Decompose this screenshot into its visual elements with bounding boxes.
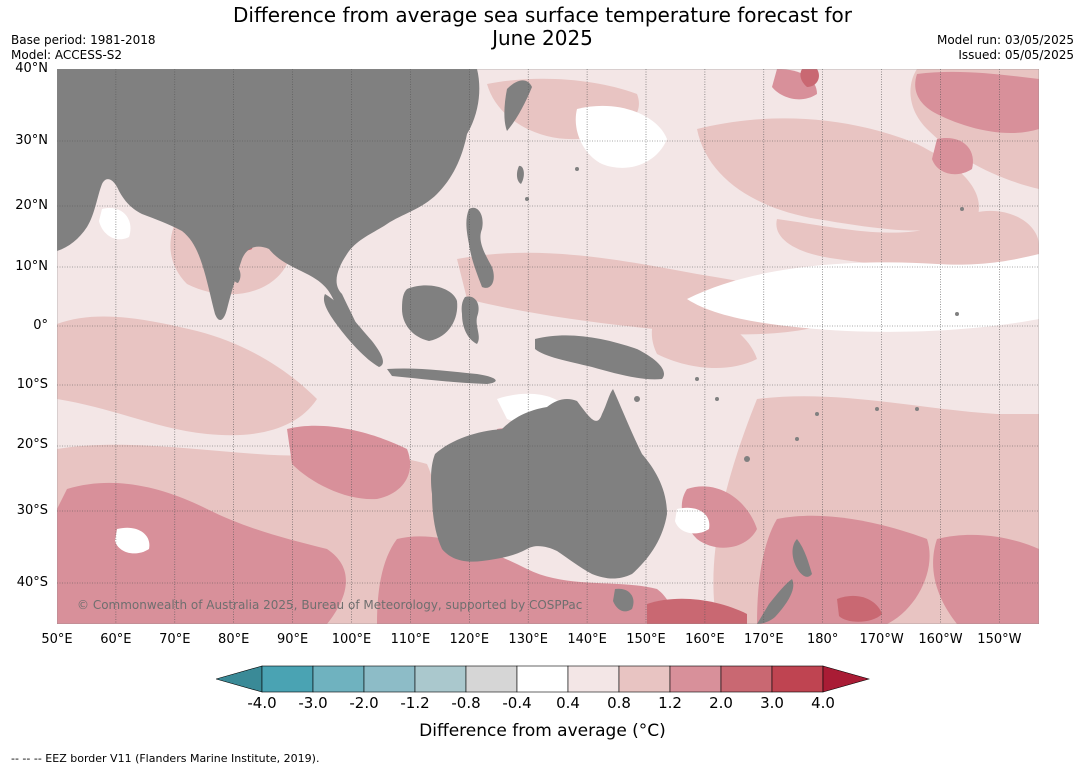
colorbar-extend-high (822, 665, 870, 693)
lat-label: 40°S (16, 575, 48, 590)
lat-label: 40°N (15, 61, 48, 76)
model-name: Model: ACCESS-S2 (11, 48, 123, 62)
map-title: Difference from average sea surface temp… (0, 4, 1085, 50)
lon-label: 170°E (744, 632, 784, 647)
colorbar-tick-label: -0.8 (451, 694, 481, 712)
lat-label: 0° (33, 318, 48, 333)
eez-footnote: -- -- -- EEZ border V11 (Flanders Marine… (11, 752, 320, 765)
lon-label: 150°W (977, 632, 1022, 647)
colorbar-tick-label: 1.2 (658, 694, 682, 712)
colorbar-tick-label: 4.0 (811, 694, 835, 712)
model-info: Base period: 1981-2018 Model: ACCESS-S2 (11, 33, 156, 63)
lon-label: 110°E (390, 632, 431, 647)
lon-label: 50°E (41, 632, 73, 647)
lat-label: 30°N (15, 133, 48, 148)
lon-label: 60°E (100, 632, 132, 647)
lon-label: 140°E (567, 632, 607, 647)
colorbar-tick-label: 0.4 (556, 694, 580, 712)
colorbar-tick-label: -2.0 (349, 694, 379, 712)
colorbar-segment (720, 665, 773, 693)
lon-label: 170°W (859, 632, 904, 647)
lon-label: 120°E (449, 632, 490, 647)
lat-label: 20°S (16, 437, 48, 452)
sst-anomaly-map (57, 69, 1039, 624)
colorbar-extend-low (216, 665, 263, 693)
title-line-2: June 2025 (492, 26, 593, 50)
lon-label: 160°E (685, 632, 725, 647)
lon-label: 180° (807, 632, 839, 647)
colorbar-segment (261, 665, 314, 693)
colorbar-segment (618, 665, 671, 693)
colorbar-segment (669, 665, 722, 693)
lon-label: 90°E (276, 632, 309, 647)
colorbar-segment (363, 665, 416, 693)
colorbar-tick-label: 2.0 (709, 694, 733, 712)
colorbar-tick-label: -3.0 (298, 694, 328, 712)
colorbar-segment (312, 665, 365, 693)
colorbar-segment (465, 665, 518, 693)
title-line-1: Difference from average sea surface temp… (232, 3, 852, 27)
grid-lines (57, 69, 1039, 624)
run-info: Model run: 03/05/2025 Issued: 05/05/2025 (937, 33, 1074, 63)
lat-label: 30°S (16, 503, 48, 518)
lon-label: 150°E (626, 632, 666, 647)
colorbar-tick-label: 0.8 (607, 694, 631, 712)
lon-label: 70°E (159, 632, 191, 647)
colorbar-segment (414, 665, 467, 693)
lat-label: 10°S (16, 377, 48, 392)
model-run: Model run: 03/05/2025 (936, 33, 1074, 47)
lat-label: 10°N (15, 259, 48, 274)
lon-label: 100°E (331, 632, 372, 647)
issued-date: Issued: 05/05/2025 (958, 48, 1074, 62)
colorbar-segment (771, 665, 824, 693)
lat-label: 20°N (15, 198, 48, 213)
colorbar-segment (516, 665, 569, 693)
anomaly-neutral (99, 105, 1039, 554)
landmass (57, 69, 964, 624)
colorbar-tick-label: 3.0 (760, 694, 784, 712)
lon-label: 130°E (508, 632, 548, 647)
base-period: Base period: 1981-2018 (11, 33, 156, 47)
lon-label: 80°E (218, 632, 250, 647)
colorbar-segment (567, 665, 620, 693)
colorbar (216, 665, 870, 693)
colorbar-tick-label: -1.2 (400, 694, 430, 712)
copyright-text: © Commonwealth of Australia 2025, Bureau… (77, 598, 583, 612)
colorbar-tick-label: -0.4 (502, 694, 532, 712)
colorbar-tick-label: -4.0 (247, 694, 277, 712)
colorbar-title: Difference from average (°C) (419, 721, 666, 741)
lon-label: 160°W (918, 632, 963, 647)
